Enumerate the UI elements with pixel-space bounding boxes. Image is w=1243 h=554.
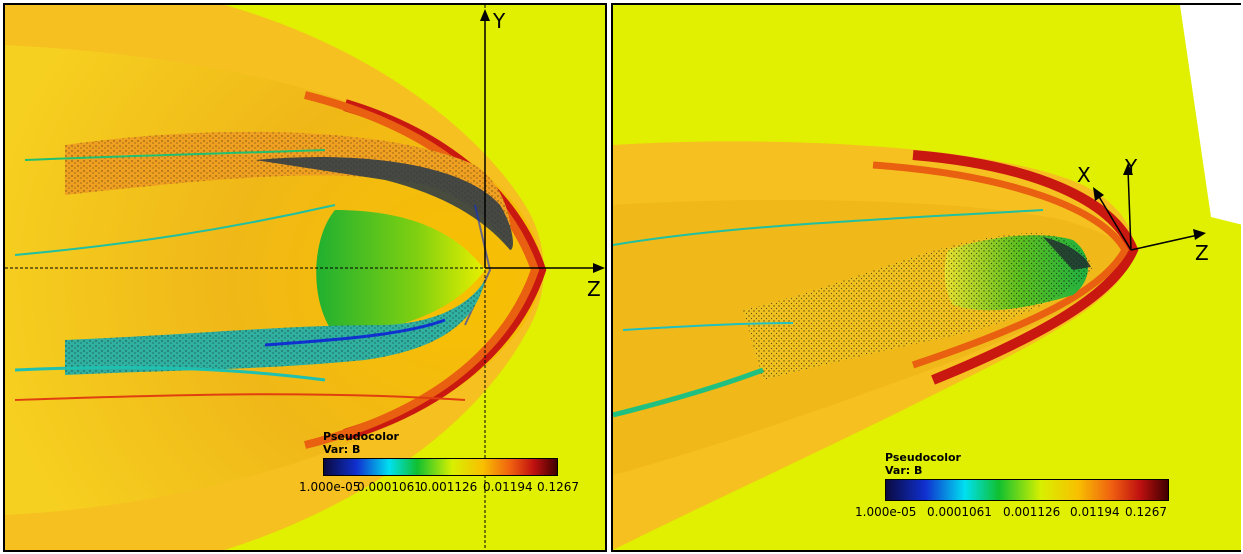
right-field-rendering bbox=[613, 5, 1241, 550]
left-field-rendering bbox=[5, 5, 605, 550]
y-axis-label: Y bbox=[1125, 155, 1138, 179]
legend-tick: 0.01194 bbox=[1070, 505, 1120, 519]
legend-tick: 1.000e-05 bbox=[855, 505, 917, 519]
legend-tick: 0.01194 bbox=[483, 480, 533, 494]
x-axis-label: X bbox=[1077, 163, 1091, 187]
legend-tick: 0.001126 bbox=[420, 480, 478, 494]
color-legend: Pseudocolor Var: B 1.000e-05 0. bbox=[855, 451, 1175, 519]
legend-title: Pseudocolor bbox=[885, 451, 961, 464]
legend-tick: 0.0001061 bbox=[357, 480, 422, 494]
legend-title: Pseudocolor bbox=[323, 430, 399, 443]
legend-tick: 1.000e-05 bbox=[299, 480, 361, 494]
legend-tick: 0.1267 bbox=[537, 480, 579, 494]
right-visualization-panel[interactable]: X Y Z Pseudocolor Var: B bbox=[611, 3, 1241, 552]
legend-variable: Var: B bbox=[323, 443, 361, 456]
z-axis-label: Z bbox=[587, 277, 601, 301]
z-axis-label: Z bbox=[1195, 241, 1209, 265]
colorbar bbox=[885, 479, 1169, 501]
y-axis-label: Y bbox=[493, 9, 506, 33]
legend-tick: 0.001126 bbox=[1003, 505, 1061, 519]
colorbar bbox=[323, 458, 558, 476]
color-legend: Pseudocolor Var: B 1.000e-05 0. bbox=[299, 430, 579, 494]
left-visualization-panel[interactable]: Y Z Pseudocolor Var: B 1.00 bbox=[3, 3, 607, 552]
legend-variable: Var: B bbox=[885, 464, 923, 477]
legend-tick: 0.1267 bbox=[1125, 505, 1167, 519]
legend-tick: 0.0001061 bbox=[927, 505, 992, 519]
